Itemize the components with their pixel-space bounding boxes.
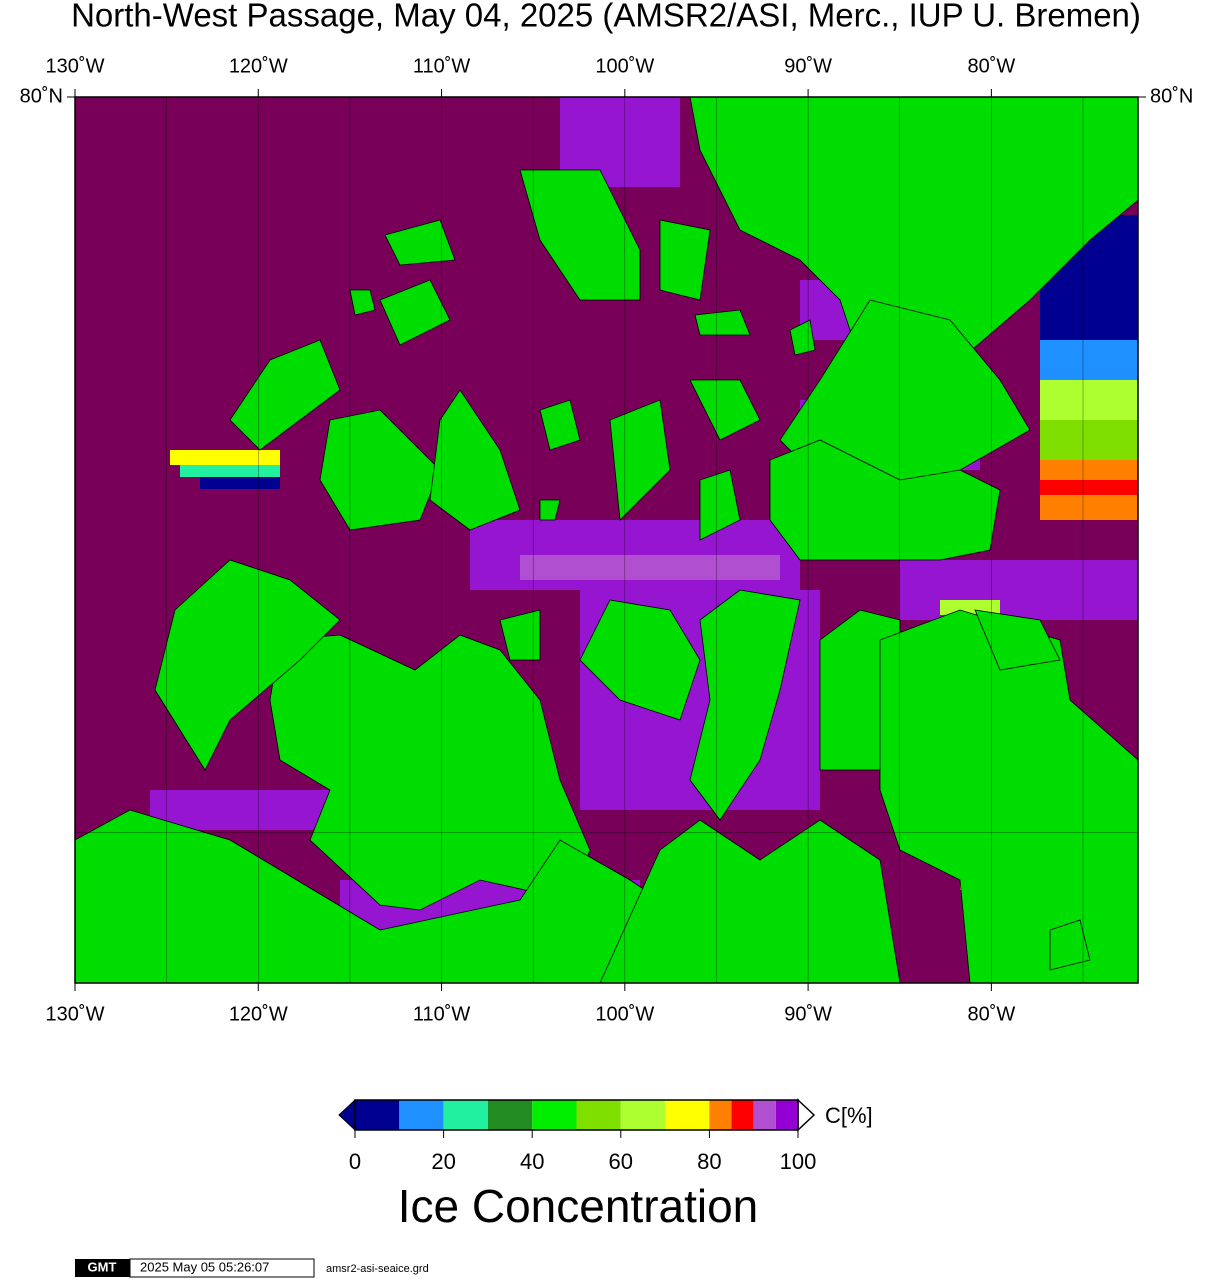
colorbar-segment: [355, 1100, 400, 1130]
footer: GMT 2025 May 05 05:26:07 amsr2-asi-seaic…: [75, 1258, 429, 1278]
lon-label: 100˚W: [595, 55, 654, 77]
lon-label: 130˚W: [46, 55, 105, 77]
colorbar-unit: C[%]: [825, 1103, 873, 1128]
colorbar-segment: [399, 1100, 444, 1130]
colorbar-segment: [532, 1100, 577, 1130]
lon-label: 130˚W: [46, 1003, 105, 1025]
colorbar-high-arrow: [797, 1098, 816, 1132]
colorbar-segment: [576, 1100, 621, 1130]
colorbar-tick-label: 100: [780, 1149, 817, 1174]
colorbar-segment: [665, 1100, 710, 1130]
lon-label: 80˚W: [967, 55, 1015, 77]
colorbar-tick-label: 40: [520, 1149, 544, 1174]
lon-label: 80˚W: [967, 1003, 1015, 1025]
colorbar-segment: [753, 1100, 776, 1130]
lat-label: 80˚N: [20, 85, 63, 107]
lon-label: 90˚W: [784, 1003, 832, 1025]
lat-label: 80˚N: [1150, 85, 1193, 107]
lon-label: 90˚W: [784, 55, 832, 77]
colorbar-segment: [775, 1100, 798, 1130]
lon-label: 100˚W: [595, 1003, 654, 1025]
gmt-logo-box: [75, 1259, 130, 1277]
map-title: North-West Passage, May 04, 2025 (AMSR2/…: [71, 0, 1141, 34]
colorbar-low-arrow: [338, 1098, 356, 1132]
colorbar-tick-label: 80: [697, 1149, 721, 1174]
colorbar-segment: [620, 1100, 666, 1130]
timestamp-box: [129, 1258, 315, 1278]
lon-label: 110˚W: [413, 55, 471, 77]
map: [74, 96, 1139, 984]
gmt-logo: GMT: [88, 1259, 117, 1274]
colorbar-frame: [354, 1099, 799, 1131]
colorbar-segment: [709, 1100, 732, 1130]
colorbar-title: Ice Concentration: [398, 1180, 759, 1232]
timestamp: 2025 May 05 05:26:07: [140, 1259, 269, 1274]
colorbar-segment: [731, 1100, 754, 1130]
colorbar-tick-label: 20: [431, 1149, 455, 1174]
lon-label: 120˚W: [229, 55, 288, 77]
colorbar-tick-label: 60: [609, 1149, 633, 1174]
lon-label: 120˚W: [229, 1003, 288, 1025]
file-name: amsr2-asi-seaice.grd: [326, 1263, 429, 1275]
lon-label: 110˚W: [413, 1003, 471, 1025]
colorbar-tick-label: 0: [349, 1149, 361, 1174]
colorbar-segment: [487, 1100, 533, 1130]
map-frame: [74, 96, 1139, 984]
colorbar-segment: [443, 1100, 488, 1130]
